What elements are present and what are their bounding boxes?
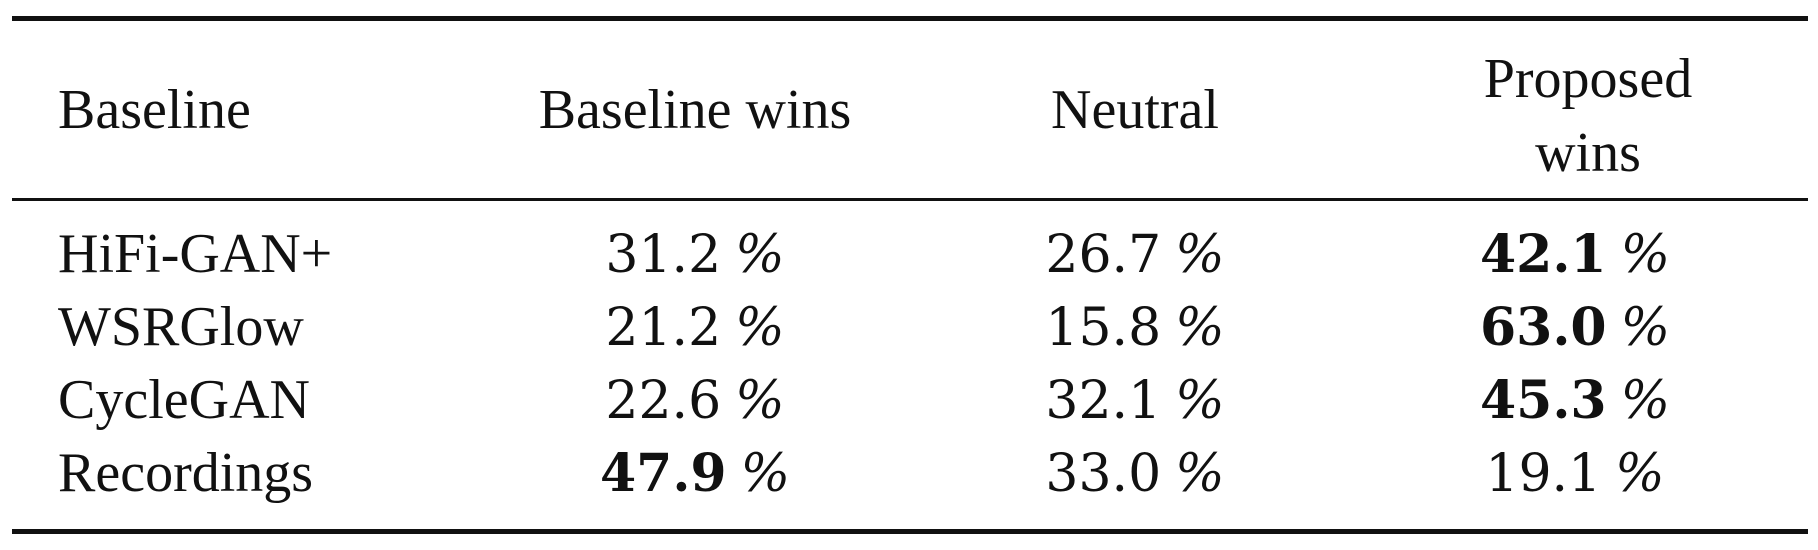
header-proposed-wins: Proposed wins (1483, 48, 1693, 184)
header-neutral: Neutral (1051, 79, 1219, 141)
row-label: WSRGlow (58, 296, 304, 358)
neutral-cell: 33.0 % (1045, 444, 1225, 504)
baseline-wins-cell: 31.2 % (605, 225, 785, 285)
neutral-cell: 15.8 % (1045, 298, 1225, 358)
neutral-cell: 32.1 % (1045, 371, 1225, 431)
header-baseline: Baseline (58, 79, 251, 141)
header-baseline-wins: Baseline wins (538, 79, 852, 141)
row-label: HiFi-GAN+ (58, 223, 333, 285)
bottom-rule (12, 529, 1808, 534)
proposed-wins-cell: 19.1 % (1485, 444, 1665, 504)
proposed-wins-cell: 63.0 % (1479, 297, 1671, 359)
row-label: Recordings (58, 442, 314, 504)
proposed-wins-cell: 42.1 % (1479, 224, 1671, 286)
header-rule (12, 198, 1808, 201)
baseline-wins-cell: 22.6 % (605, 371, 785, 431)
proposed-wins-cell: 45.3 % (1479, 370, 1671, 432)
neutral-cell: 26.7 % (1045, 225, 1225, 285)
baseline-wins-cell: 47.9 % (599, 443, 791, 505)
top-rule (12, 16, 1808, 21)
baseline-wins-cell: 21.2 % (605, 298, 785, 358)
row-label: CycleGAN (58, 369, 310, 431)
